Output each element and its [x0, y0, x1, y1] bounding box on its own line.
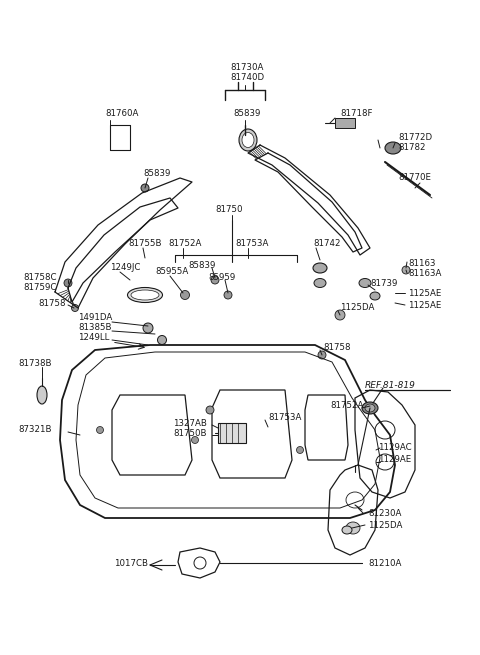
Ellipse shape [141, 184, 149, 192]
Text: 81759C: 81759C [23, 284, 56, 293]
Ellipse shape [314, 278, 326, 288]
Ellipse shape [365, 404, 375, 412]
Ellipse shape [128, 288, 163, 303]
Ellipse shape [335, 310, 345, 320]
Ellipse shape [224, 291, 232, 299]
Text: REF.81-819: REF.81-819 [365, 381, 416, 390]
Ellipse shape [239, 129, 257, 151]
Ellipse shape [180, 291, 190, 299]
Ellipse shape [318, 351, 326, 359]
Text: 1327AB: 1327AB [173, 419, 207, 428]
Text: 81750B: 81750B [173, 428, 206, 438]
Text: 81758: 81758 [38, 299, 65, 307]
Ellipse shape [342, 526, 352, 534]
Ellipse shape [72, 305, 79, 312]
Text: 81163A: 81163A [408, 269, 442, 278]
Text: 1125AE: 1125AE [408, 288, 442, 297]
Text: 81782: 81782 [398, 143, 425, 153]
Ellipse shape [385, 142, 401, 154]
Text: 81739: 81739 [370, 278, 397, 288]
Text: 85959: 85959 [208, 274, 235, 282]
Ellipse shape [362, 402, 378, 414]
Bar [218, 423, 246, 443]
Text: 81770E: 81770E [398, 174, 431, 183]
Ellipse shape [370, 292, 380, 300]
Text: 81163: 81163 [408, 259, 435, 267]
Text: 1249JC: 1249JC [110, 263, 140, 272]
Ellipse shape [240, 135, 250, 145]
Text: 81753A: 81753A [268, 413, 301, 422]
Text: 1125DA: 1125DA [368, 521, 402, 529]
Text: 85955A: 85955A [155, 267, 188, 276]
Text: 1017CB: 1017CB [114, 559, 148, 567]
Text: 81742: 81742 [313, 238, 340, 248]
Text: 81385B: 81385B [78, 324, 111, 333]
Text: 81718F: 81718F [340, 109, 372, 117]
Text: 85839: 85839 [233, 109, 261, 117]
Bar [335, 118, 355, 128]
Ellipse shape [37, 386, 47, 404]
Text: 1125DA: 1125DA [340, 303, 374, 312]
Ellipse shape [96, 426, 104, 434]
Text: 81753A: 81753A [235, 238, 268, 248]
Text: 81750: 81750 [215, 206, 242, 214]
Ellipse shape [402, 266, 410, 274]
Ellipse shape [143, 323, 153, 333]
Text: 87321B: 87321B [18, 426, 51, 434]
Text: 81772D: 81772D [398, 134, 432, 143]
Ellipse shape [192, 436, 199, 443]
Text: 81730A: 81730A [230, 64, 264, 73]
Text: 1129AE: 1129AE [378, 455, 411, 464]
Text: 81230A: 81230A [368, 508, 401, 517]
Ellipse shape [131, 290, 159, 300]
Ellipse shape [206, 406, 214, 414]
Text: 1249LL: 1249LL [78, 333, 109, 343]
Ellipse shape [313, 263, 327, 273]
Text: 81755B: 81755B [128, 238, 161, 248]
Text: 81210A: 81210A [368, 559, 401, 567]
Ellipse shape [359, 278, 371, 288]
Text: 81760A: 81760A [105, 109, 138, 117]
Ellipse shape [157, 335, 167, 345]
Text: 81740D: 81740D [230, 73, 264, 83]
Text: 81738B: 81738B [18, 358, 51, 367]
Ellipse shape [346, 522, 360, 534]
Text: 85839: 85839 [188, 261, 216, 269]
Text: 1491DA: 1491DA [78, 314, 112, 322]
Text: 81752A: 81752A [330, 400, 363, 409]
Ellipse shape [242, 132, 254, 147]
Ellipse shape [211, 276, 219, 284]
Ellipse shape [64, 279, 72, 287]
Ellipse shape [297, 447, 303, 453]
Text: 81758C: 81758C [23, 274, 57, 282]
Text: 85839: 85839 [143, 168, 170, 178]
Text: 1129AC: 1129AC [378, 443, 412, 453]
Text: 1125AE: 1125AE [408, 301, 442, 310]
Text: 81758: 81758 [323, 343, 350, 352]
Text: 81752A: 81752A [168, 238, 202, 248]
